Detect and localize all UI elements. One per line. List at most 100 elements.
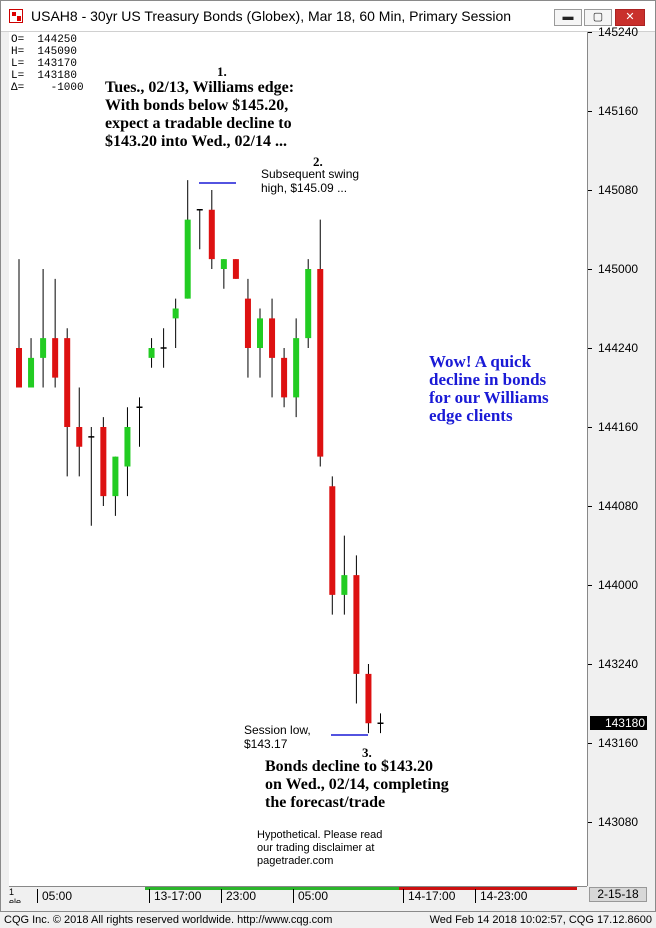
ohlc-high: H= 145090: [11, 46, 78, 58]
candle: [40, 269, 47, 388]
current-date-box[interactable]: 2-15-18: [589, 887, 647, 902]
candle: [148, 338, 155, 368]
note2-text: Subsequent swing high, $145.09 ...: [261, 167, 360, 195]
candle: [353, 555, 360, 704]
xaxis-label: 23:00: [221, 889, 256, 903]
ytick-label: 144080: [598, 499, 639, 513]
ohlc-readout: O= 144250 H= 145090 L= 143170 L= 143180 Δ= -…: [11, 34, 84, 94]
timestamp-text: Wed Feb 14 2018 10:02:57, CQG 17.12.8600: [429, 914, 652, 926]
candle-body-down: [16, 348, 22, 388]
ytick-mark: [588, 111, 592, 112]
ytick-mark: [588, 427, 592, 428]
ytick-mark: [588, 32, 592, 33]
candle: [172, 298, 179, 348]
candle-body-up: [28, 357, 35, 388]
ytick-label: 144000: [598, 578, 639, 592]
candle: [317, 219, 324, 467]
candle: [76, 387, 83, 477]
candle: [269, 298, 276, 398]
candle: [257, 308, 263, 378]
note3-text: Bonds decline to $143.20 on Wed., 02/14,…: [265, 758, 449, 811]
candle: [220, 259, 227, 289]
candle-body-up: [305, 269, 312, 339]
candle: [365, 664, 372, 734]
ytick-mark: [588, 822, 592, 823]
ytick-mark: [588, 585, 592, 586]
ytick-mark: [588, 269, 592, 270]
ohlc-open: O= 144250: [11, 34, 78, 46]
candle-body-up: [257, 318, 263, 348]
note1-text: Tues., 02/13, Williams edge: With bonds …: [105, 79, 295, 150]
note3-number: 3.: [362, 745, 372, 760]
candles-layer: [16, 180, 384, 734]
ytick-label: 145000: [598, 262, 639, 276]
session-bar-green: [145, 887, 399, 890]
candle: [184, 180, 191, 299]
maximize-button[interactable]: ▢: [584, 9, 612, 26]
candle-body-down: [329, 486, 336, 595]
xaxis-corner-label: 1 ele: [9, 887, 22, 903]
ytick-mark: [588, 190, 592, 191]
candle: [28, 338, 35, 388]
ohlc-low: L= 143170: [11, 58, 78, 70]
candle-body-down: [317, 269, 324, 457]
window-title: USAH8 - 30yr US Treasury Bonds (Globex),…: [31, 8, 512, 24]
ytick-mark: [588, 743, 592, 744]
session-bar-red: [399, 887, 577, 890]
candle-body-down: [353, 575, 360, 674]
note1-number: 1.: [217, 64, 227, 79]
ytick-label: 144240: [598, 341, 639, 355]
xaxis-label: 05:00: [293, 889, 328, 903]
candle: [88, 427, 95, 526]
time-axis[interactable]: 05:00 13-17:00 23:00 05:00 14-17:00 14-2…: [9, 886, 587, 904]
copyright-text: CQG Inc. © 2018 All rights reserved worl…: [4, 914, 333, 926]
ohlc-last: L= 143180: [11, 70, 78, 82]
candle-body-down: [281, 357, 288, 398]
candle: [293, 318, 300, 418]
candle-body-up: [112, 456, 119, 497]
xaxis-label: 14-23:00: [475, 889, 527, 903]
candle: [64, 328, 71, 477]
price-axis[interactable]: 143080 143160 143240 144000 144080 144160 1442…: [587, 25, 648, 886]
candle-body-down: [365, 673, 372, 724]
disclaimer-text: Hypothetical. Please read our trading di…: [257, 829, 383, 867]
note2-number: 2.: [313, 154, 323, 169]
candle-body-down: [64, 338, 71, 427]
candle: [341, 535, 348, 615]
candle-body-up: [293, 338, 300, 398]
candle: [136, 397, 143, 447]
candle-body-up: [172, 308, 179, 319]
close-button[interactable]: ✕: [615, 9, 645, 26]
candle: [160, 328, 167, 368]
minimize-button[interactable]: ▬: [554, 9, 582, 26]
session-low-text: Session low, $143.17: [244, 723, 311, 751]
ytick-label: 145160: [598, 104, 639, 118]
candle-body-down: [52, 338, 59, 378]
candle-body-up: [341, 575, 348, 595]
candle-body-up: [40, 338, 47, 358]
candle-body-up: [148, 348, 155, 358]
ytick-mark: [588, 348, 592, 349]
candle: [329, 476, 336, 615]
candle: [305, 259, 312, 348]
candle-body-down: [100, 427, 107, 497]
candle-body-down: [244, 298, 251, 348]
ytick-label: 144160: [598, 420, 639, 434]
candle: [208, 190, 215, 269]
cqg-app-icon[interactable]: [9, 9, 23, 23]
xaxis-label: 13-17:00: [149, 889, 201, 903]
status-bar: CQG Inc. © 2018 All rights reserved worl…: [0, 912, 656, 928]
title-bar[interactable]: USAH8 - 30yr US Treasury Bonds (Globex),…: [1, 1, 655, 32]
last-price-label: 143180: [590, 716, 647, 730]
candle: [196, 209, 203, 250]
candle: [112, 456, 119, 516]
candle-body-down: [208, 209, 215, 260]
ytick-mark: [588, 664, 592, 665]
wow-callout: Wow! A quick decline in bonds for our Wi…: [429, 352, 549, 425]
candle: [281, 348, 288, 408]
candle-body-up: [220, 259, 227, 269]
candle-body-up: [124, 427, 131, 467]
candle-body-down: [76, 427, 83, 447]
ohlc-delta: Δ= -1000: [11, 82, 84, 94]
